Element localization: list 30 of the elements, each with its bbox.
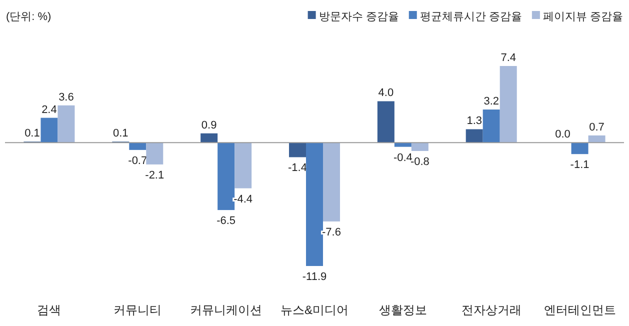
x-tick-label: 엔터테인먼트 [544,303,616,317]
data-label: 7.4 [500,52,516,64]
legend-label: 방문자수 증감율 [318,11,399,23]
legend-label: 페이지뷰 증감율 [542,11,623,23]
data-label: 0.9 [201,119,217,132]
data-label: -0.8 [410,156,430,168]
data-label: -0.4 [393,152,412,164]
data-label: -0.7 [128,154,148,167]
x-tick-label: 커뮤니케이션 [190,303,262,317]
x-tick-label: 전자상거래 [461,303,522,317]
data-label: 0.7 [589,121,604,134]
data-label: 4.0 [378,87,394,100]
x-tick-label: 검색 [37,303,62,317]
data-label: 0.1 [24,128,40,140]
data-label: 1.3 [466,115,482,128]
data-label: -11.9 [302,271,327,283]
data-label: 0.1 [112,128,128,140]
data-label: -2.1 [145,169,164,182]
x-tick-label: 뉴스&미디어 [280,303,349,317]
data-label: -1.1 [570,159,590,172]
data-label: 3.6 [58,91,74,104]
x-tick-label: 생활정보 [378,303,427,317]
text: (단위: %) [6,11,52,23]
data-label: -6.5 [216,215,236,228]
x-tick-label: 커뮤니티 [114,303,162,317]
data-label: 2.4 [42,104,57,116]
data-label: 3.2 [484,96,500,108]
data-label: 0.0 [555,128,570,141]
data-label: -1.4 [288,162,307,174]
legend-label: 평균체류시간 증감율 [420,11,522,23]
